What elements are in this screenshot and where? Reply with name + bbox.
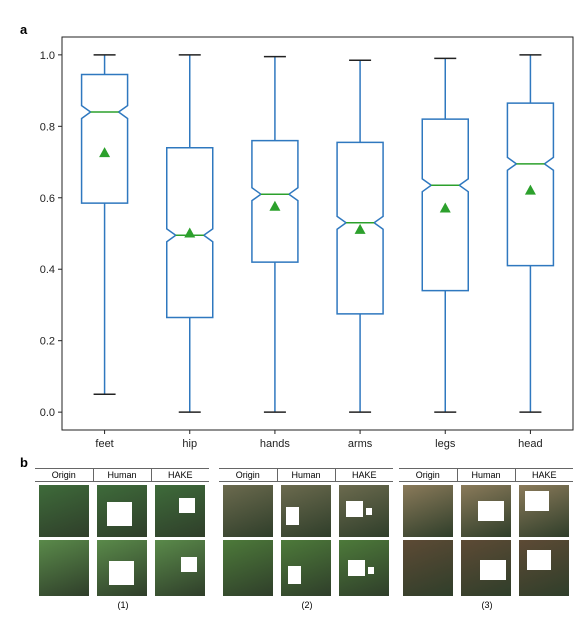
occlusion-mask [368, 566, 374, 574]
example-thumbnail [155, 540, 205, 596]
occlusion-mask [179, 498, 195, 513]
y-tick-label: 0.0 [40, 407, 55, 419]
occlusion-mask [181, 557, 197, 572]
column-header: Human [92, 468, 151, 482]
column-header: HAKE [150, 468, 209, 482]
column-header: Origin [35, 468, 93, 482]
example-thumbnail [39, 485, 89, 537]
y-tick-label: 0.2 [40, 336, 55, 348]
y-tick-label: 0.4 [40, 264, 55, 276]
occlusion-mask [527, 550, 551, 571]
mean-marker [99, 147, 111, 158]
example-group: Origin Human HAKE [219, 468, 393, 596]
example-thumbnail [97, 485, 147, 537]
x-tick-label: hip [182, 438, 197, 450]
column-header: Human [276, 468, 335, 482]
y-tick-label: 0.6 [40, 193, 55, 205]
example-thumbnail [339, 485, 389, 537]
occlusion-mask [525, 491, 549, 512]
occlusion-mask [348, 559, 365, 577]
group-caption: (1) [117, 600, 129, 610]
box [506, 102, 555, 267]
y-tick-label: 0.8 [40, 121, 55, 133]
mean-marker [524, 184, 536, 195]
example-group: Origin Human HAKE [35, 468, 209, 596]
boxplot-chart: 0.0 0.2 0.4 0.6 0.8 1.0 feet hip hands arms legs he… [40, 36, 574, 450]
example-thumbnail [281, 485, 331, 537]
example-group: Origin Human HAKE [399, 468, 573, 596]
occlusion-mask [478, 500, 505, 521]
example-thumbnail [223, 540, 273, 596]
example-thumbnail [519, 485, 569, 537]
example-thumbnail [39, 540, 89, 596]
mean-marker [354, 223, 366, 234]
occlusion-mask [366, 507, 372, 515]
example-thumbnail [461, 540, 511, 596]
example-thumbnail [461, 485, 511, 537]
x-tick-label: arms [348, 438, 373, 450]
plot-frame [61, 36, 574, 431]
example-thumbnail [97, 540, 147, 596]
panel-a-label: a [20, 22, 28, 37]
example-thumbnail [281, 540, 331, 596]
example-thumbnail [223, 485, 273, 537]
occlusion-mask [107, 501, 133, 526]
example-thumbnail [155, 485, 205, 537]
x-tick-label: head [518, 438, 542, 450]
example-thumbnail [519, 540, 569, 596]
box [80, 73, 129, 204]
panel-b-label: b [20, 455, 28, 470]
column-header: Origin [219, 468, 277, 482]
column-header: Human [456, 468, 515, 482]
occlusion-mask [288, 565, 302, 584]
group-caption: (3) [481, 600, 493, 610]
x-tick-label: feet [95, 438, 113, 450]
occlusion-mask [480, 559, 507, 580]
group-caption: (2) [301, 600, 313, 610]
example-thumbnail [339, 540, 389, 596]
x-tick-label: hands [260, 438, 290, 450]
column-header: HAKE [334, 468, 393, 482]
example-thumbnail [403, 540, 453, 596]
mean-marker [184, 227, 196, 238]
column-header: Origin [399, 468, 457, 482]
y-tick-label: 1.0 [40, 50, 55, 62]
mean-marker [439, 202, 451, 213]
x-tick-label: legs [435, 438, 456, 450]
occlusion-mask [346, 500, 363, 518]
column-header: HAKE [514, 468, 573, 482]
occlusion-mask [109, 560, 135, 585]
occlusion-mask [286, 506, 300, 525]
example-thumbnail [403, 485, 453, 537]
mean-marker [269, 200, 281, 211]
